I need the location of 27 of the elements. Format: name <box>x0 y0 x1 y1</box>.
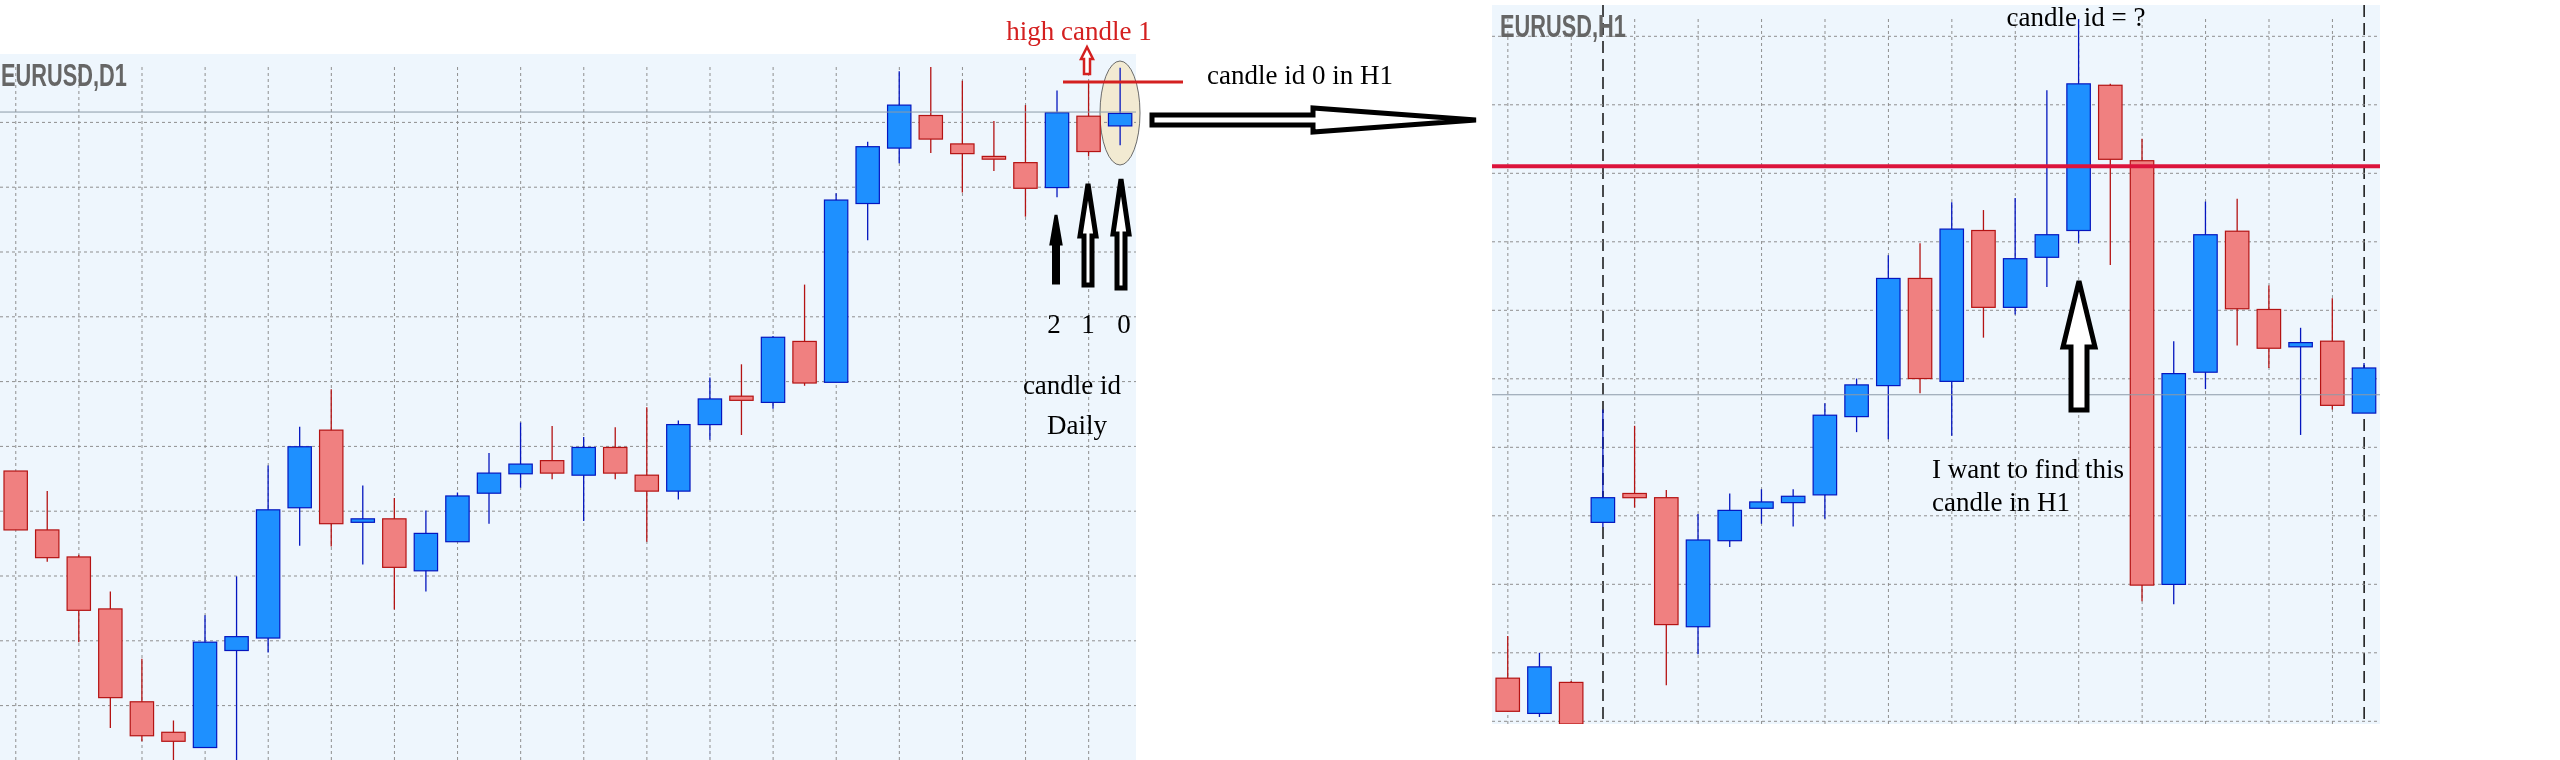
candlestick <box>350 484 376 566</box>
candlestick <box>729 363 754 436</box>
candlestick <box>2288 327 2313 436</box>
annotation: candle id <box>1022 369 1122 403</box>
candlestick <box>2034 89 2060 288</box>
candlestick <box>981 120 1007 172</box>
candlestick <box>1749 488 1774 525</box>
annotation: candle id = ? <box>2006 1 2146 35</box>
text: high candle 1 <box>1006 15 1152 49</box>
annotation: 0 <box>1117 308 1131 342</box>
candlestick <box>476 452 502 525</box>
text: candle id 0 in H1 <box>1207 59 1393 93</box>
candlestick <box>539 425 565 480</box>
candlestick <box>224 575 249 760</box>
candlestick <box>508 421 533 489</box>
candlestick <box>918 67 944 154</box>
annotation: 2 <box>1047 308 1061 342</box>
candlestick <box>950 80 975 194</box>
annotation: Daily <box>1047 409 1107 443</box>
annotation: I want to find this candle in H1 <box>1932 453 2125 520</box>
candlestick <box>1622 425 1647 509</box>
candlestick <box>1780 488 1806 528</box>
annotation: 1 <box>1081 308 1095 342</box>
candlestick <box>634 406 660 543</box>
chart-title: EURUSD,D1 <box>1 57 127 93</box>
candlestick <box>1107 67 1133 146</box>
candlestick <box>161 719 186 760</box>
